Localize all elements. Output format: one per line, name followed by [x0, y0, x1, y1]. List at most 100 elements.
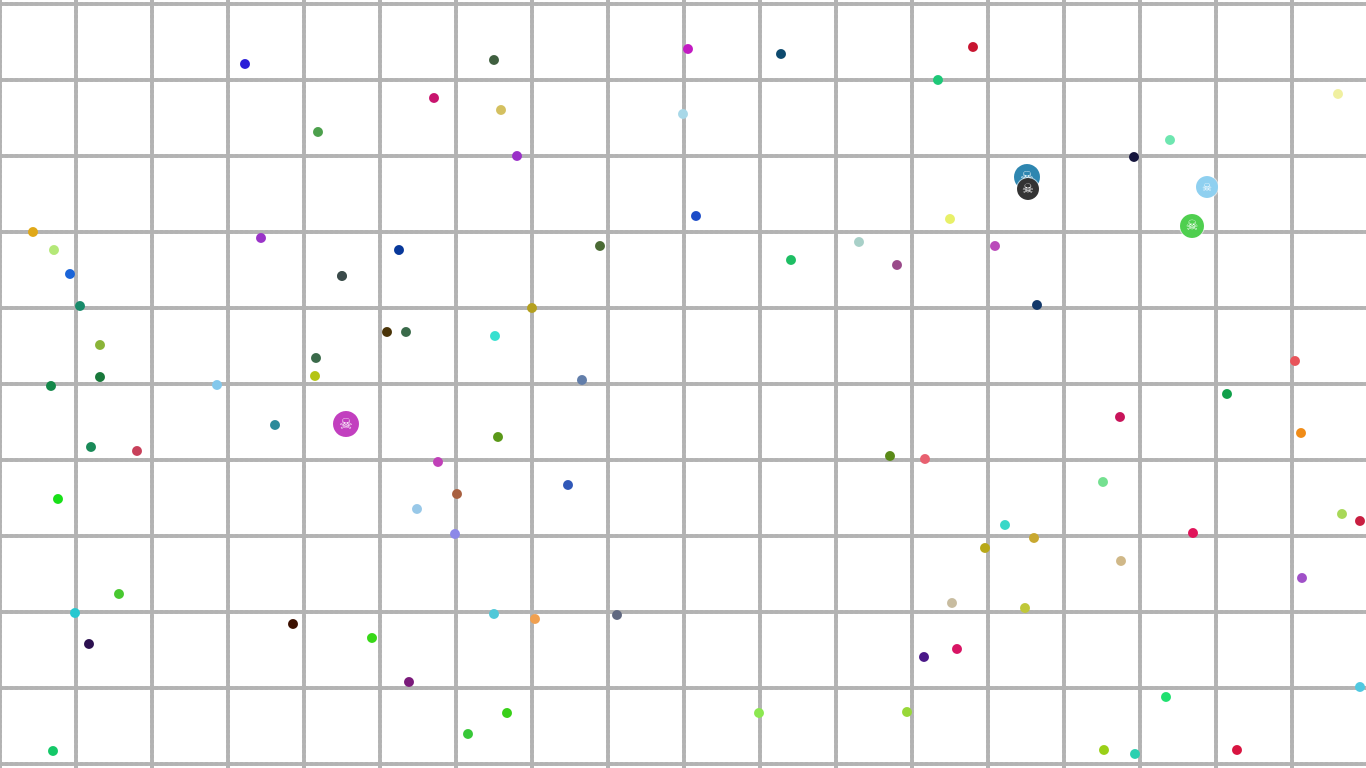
food-pellet — [1115, 412, 1125, 422]
food-pellet — [1355, 516, 1365, 526]
food-pellet — [496, 105, 506, 115]
food-pellet — [270, 420, 280, 430]
food-pellet — [892, 260, 902, 270]
food-pellet — [433, 457, 443, 467]
food-pellet — [885, 451, 895, 461]
food-pellet — [490, 331, 500, 341]
food-pellet — [48, 746, 58, 756]
food-pellet — [114, 589, 124, 599]
food-pellet — [463, 729, 473, 739]
food-pellet — [563, 480, 573, 490]
food-pellet — [683, 44, 693, 54]
food-pellet — [367, 633, 377, 643]
food-pellet — [1165, 135, 1175, 145]
food-pellet — [75, 301, 85, 311]
food-pellet — [947, 598, 957, 608]
food-pellet — [530, 614, 540, 624]
food-pellet — [240, 59, 250, 69]
skull-crossbones-icon: ☠ — [1185, 218, 1199, 234]
food-pellet — [1333, 89, 1343, 99]
food-pellet — [595, 241, 605, 251]
food-pellet — [1129, 152, 1139, 162]
food-pellet — [452, 489, 462, 499]
skull-blob-lightblue[interactable]: ☠ — [1196, 176, 1218, 198]
food-pellet — [1099, 745, 1109, 755]
food-pellet — [65, 269, 75, 279]
food-pellet — [1098, 477, 1108, 487]
food-pellet — [450, 529, 460, 539]
food-pellet — [1000, 520, 1010, 530]
skull-blob-green[interactable]: ☠ — [1180, 214, 1204, 238]
food-pellet — [945, 214, 955, 224]
food-pellet — [1355, 682, 1365, 692]
food-pellet — [933, 75, 943, 85]
food-pellet — [86, 442, 96, 452]
food-pellet — [854, 237, 864, 247]
food-pellet — [493, 432, 503, 442]
food-pellet — [678, 109, 688, 119]
food-pellet — [920, 454, 930, 464]
food-pellet — [382, 327, 392, 337]
food-pellet — [1029, 533, 1039, 543]
food-pellet — [412, 504, 422, 514]
food-pellet — [84, 639, 94, 649]
food-pellet — [288, 619, 298, 629]
food-pellet — [691, 211, 701, 221]
food-pellet — [1296, 428, 1306, 438]
food-pellet — [902, 707, 912, 717]
food-pellet — [980, 543, 990, 553]
food-pellet — [512, 151, 522, 161]
food-pellet — [313, 127, 323, 137]
food-pellet — [401, 327, 411, 337]
food-pellet — [1290, 356, 1300, 366]
skull-blob-dark[interactable]: ☠ — [1017, 178, 1039, 200]
food-pellet — [1130, 749, 1140, 759]
food-pellet — [1020, 603, 1030, 613]
food-pellet — [1116, 556, 1126, 566]
food-pellet — [1297, 573, 1307, 583]
food-pellet — [786, 255, 796, 265]
food-pellet — [754, 708, 764, 718]
food-pellet — [46, 381, 56, 391]
food-pellet — [310, 371, 320, 381]
food-pellet — [132, 446, 142, 456]
food-pellet — [502, 708, 512, 718]
food-pellet — [1161, 692, 1171, 702]
food-pellet — [1222, 389, 1232, 399]
food-pellet — [489, 55, 499, 65]
food-pellet — [311, 353, 321, 363]
food-pellet — [95, 340, 105, 350]
food-pellet — [212, 380, 222, 390]
food-pellet — [394, 245, 404, 255]
food-pellet — [404, 677, 414, 687]
food-pellet — [1188, 528, 1198, 538]
food-pellet — [489, 609, 499, 619]
food-pellet — [919, 652, 929, 662]
food-pellet — [337, 271, 347, 281]
food-pellet — [1032, 300, 1042, 310]
food-pellet — [527, 303, 537, 313]
food-pellet — [49, 245, 59, 255]
food-pellet — [53, 494, 63, 504]
food-pellet — [776, 49, 786, 59]
food-pellet — [968, 42, 978, 52]
skull-crossbones-icon: ☠ — [1022, 181, 1034, 197]
food-pellet — [429, 93, 439, 103]
food-pellet — [1337, 509, 1347, 519]
food-pellet — [70, 608, 80, 618]
food-pellet — [1232, 745, 1242, 755]
food-pellet — [28, 227, 38, 237]
food-pellet — [577, 375, 587, 385]
food-pellet — [256, 233, 266, 243]
food-pellet — [990, 241, 1000, 251]
food-pellet — [952, 644, 962, 654]
skull-blob-magenta[interactable]: ☠ — [333, 411, 359, 437]
food-pellet — [95, 372, 105, 382]
food-pellet — [612, 610, 622, 620]
skull-crossbones-icon: ☠ — [1202, 180, 1212, 194]
skull-crossbones-icon: ☠ — [339, 414, 353, 433]
